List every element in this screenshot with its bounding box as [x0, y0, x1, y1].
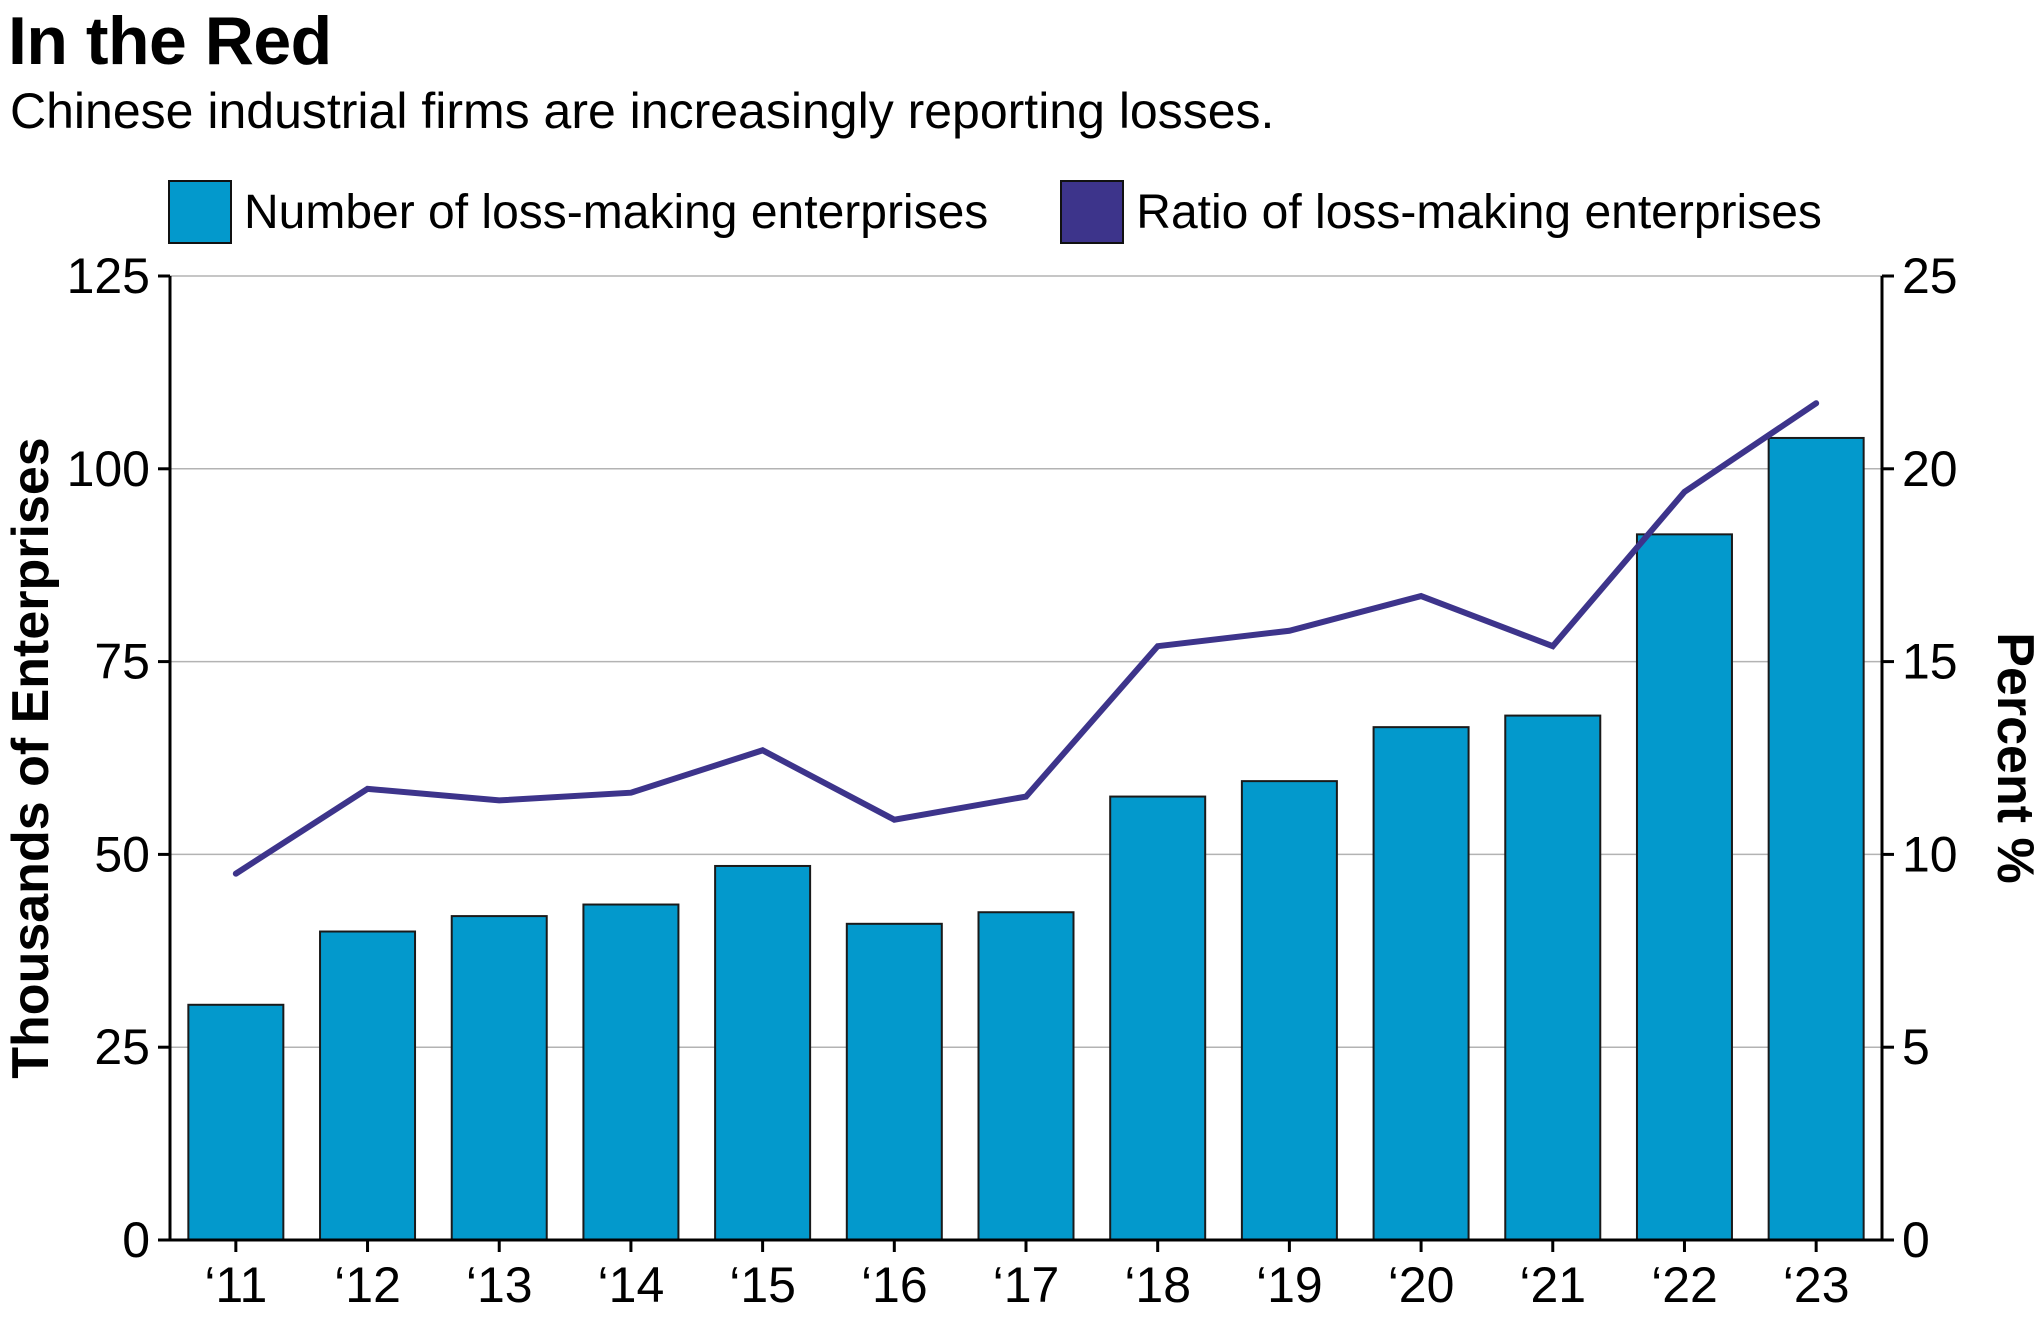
legend-swatch-bars	[168, 180, 232, 244]
legend-item-line: Ratio of loss-making enterprises	[1060, 180, 1822, 244]
y-tick-label-right: 20	[1902, 441, 1958, 497]
x-tick-label: ‘20	[1388, 1257, 1455, 1313]
bar	[1767, 436, 1865, 1241]
bar	[187, 1003, 285, 1241]
legend-label-line: Ratio of loss-making enterprises	[1136, 185, 1822, 239]
x-tick-label: ‘21	[1519, 1257, 1586, 1313]
bar	[450, 915, 548, 1241]
bar	[714, 864, 812, 1242]
y-tick-label-left: 25	[94, 1019, 150, 1075]
bar	[319, 930, 417, 1242]
x-tick-label: ‘13	[466, 1257, 533, 1313]
x-tick-label: ‘12	[334, 1257, 401, 1313]
chart-subtitle: Chinese industrial firms are increasingl…	[10, 83, 1275, 139]
y-tick-label-left: 125	[67, 248, 150, 304]
x-tick-label: ‘15	[729, 1257, 796, 1313]
bar	[845, 922, 943, 1241]
y-tick-label-left: 0	[122, 1212, 150, 1268]
chart-title: In the Red	[8, 3, 332, 79]
x-tick-label: ‘16	[861, 1257, 928, 1313]
x-tick-label: ‘14	[598, 1257, 665, 1313]
x-tick-label: ‘11	[204, 1257, 267, 1313]
bar	[1504, 714, 1602, 1241]
x-tick-label: ‘23	[1783, 1257, 1850, 1313]
x-tick-label: ‘18	[1124, 1257, 1191, 1313]
bar	[977, 911, 1075, 1241]
y-tick-label-right: 15	[1902, 634, 1958, 690]
x-tick-label: ‘22	[1651, 1257, 1718, 1313]
legend-label-bars: Number of loss-making enterprises	[244, 185, 989, 239]
legend: Number of loss-making enterprises Ratio …	[168, 180, 1894, 244]
bar	[1109, 795, 1207, 1241]
x-tick-label: ‘19	[1256, 1257, 1323, 1313]
bar	[1240, 780, 1338, 1241]
bar	[1635, 533, 1733, 1241]
y-tick-label-right: 0	[1902, 1212, 1930, 1268]
y-tick-label-right: 5	[1902, 1019, 1930, 1075]
legend-item-bars: Number of loss-making enterprises	[168, 180, 988, 244]
y-axis-title-left: Thousands of Enterprises	[2, 437, 60, 1078]
y-tick-label-left: 100	[67, 441, 150, 497]
y-tick-label-left: 50	[94, 826, 150, 882]
y-tick-label-right: 10	[1902, 826, 1958, 882]
y-tick-label-right: 25	[1902, 248, 1958, 304]
x-tick-label: ‘17	[993, 1257, 1060, 1313]
bar	[582, 903, 680, 1241]
y-tick-label-left: 75	[94, 634, 150, 690]
y-axis-title-right: Percent %	[1986, 632, 2041, 883]
legend-swatch-line	[1060, 180, 1125, 244]
bar	[1372, 726, 1470, 1241]
